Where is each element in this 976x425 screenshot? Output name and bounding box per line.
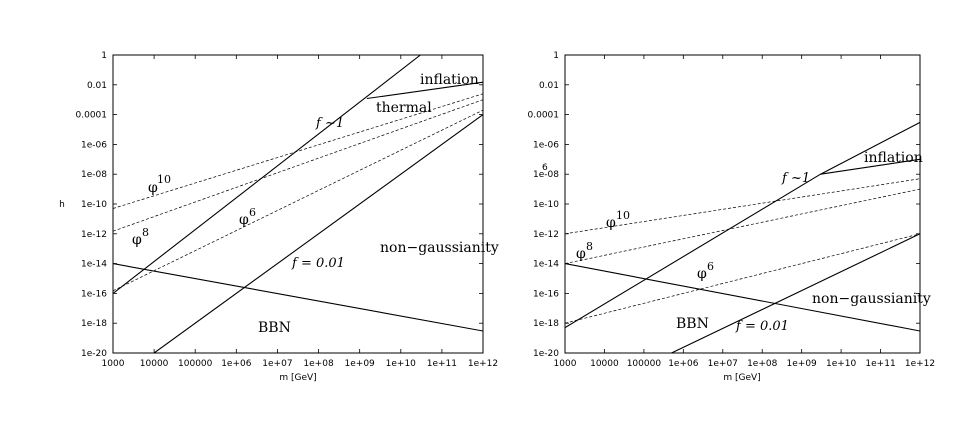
f-one-label: f ~1 — [781, 171, 810, 186]
y-tick-label: 1e-18 — [533, 319, 559, 329]
x-tick-label: 100000 — [178, 359, 213, 369]
y-tick-label: 1e-12 — [81, 230, 107, 240]
x-tick-label: 1e+06 — [221, 359, 252, 369]
x-axis-label: m [GeV] — [723, 373, 760, 383]
series-line-phi-8 — [565, 188, 920, 264]
phi6-label: φ — [239, 212, 249, 228]
x-tick-label: 1e+10 — [826, 359, 857, 369]
x-tick-label: 1e+10 — [386, 359, 417, 369]
x-tick-label: 1e+08 — [303, 359, 334, 369]
series-line-f-1 — [113, 55, 421, 294]
y-tick-label: 1e-20 — [81, 349, 107, 359]
y-tick-label: 1e-10 — [533, 200, 559, 210]
y-tick-label: 1e-16 — [81, 289, 107, 299]
y-tick-label: 1e-14 — [533, 260, 559, 270]
plot-frame — [564, 54, 921, 354]
y-tick-group: 1e-20 1e-18 1e-16 1e-14 1e-12 1e-10 1e-08 1e-06… — [76, 51, 483, 359]
f-001-label: f = 0.01 — [735, 319, 789, 334]
series-line-phi-6 — [113, 109, 483, 292]
left-chart-panel: 1000 10000 100000 1e+06 1e+07 1e+08 1e+09 1e+10… — [59, 51, 499, 383]
series-line-unnamed-2 — [113, 263, 483, 332]
x-axis-label: m [GeV] — [279, 373, 316, 383]
x-tick-label: 1e+12 — [905, 359, 935, 369]
series-line-unnamed-3 — [565, 263, 920, 332]
thermal-label: thermal — [376, 100, 432, 116]
phi10-label: φ — [148, 180, 158, 196]
series-line-inflation — [366, 81, 483, 100]
y-tick-label: 1 — [553, 51, 559, 61]
x-tick-label: 1e+09 — [787, 359, 818, 369]
y-tick-label: 0.01 — [539, 81, 559, 91]
phi6-label: φ — [697, 266, 707, 282]
y-tick-group: 1e-20 1e-18 1e-16 1e-14 1e-12 1e-10 1e-08 1e-06… — [528, 51, 920, 359]
series-group — [113, 55, 483, 353]
non-gaussianity-label: non−gaussianity — [812, 291, 931, 307]
phi10-exponent: 10 — [157, 173, 171, 186]
series-line-f-0-01 — [153, 114, 483, 353]
x-tick-label: 1e+12 — [468, 359, 498, 369]
series-line-phi-6 — [565, 233, 920, 324]
bbn-label: BBN — [676, 316, 709, 332]
y-tick-label: 1e-06 — [81, 140, 107, 150]
f-one-label: f ~1 — [315, 116, 344, 131]
non-gaussianity-label: non−gaussianity — [380, 240, 499, 256]
bbn-label: BBN — [258, 320, 291, 336]
x-tick-label: 10000 — [590, 359, 619, 369]
y-tick-label: 1e-08 — [81, 170, 107, 180]
y-tick-label: 0.0001 — [76, 111, 108, 121]
inflation-label: inflation — [864, 150, 923, 166]
y-axis-label: h — [59, 200, 65, 210]
y-tick-label: 1e-06 — [533, 140, 559, 150]
phi6-exponent: 6 — [249, 206, 256, 219]
phi10-exponent: 10 — [616, 209, 630, 222]
x-tick-label: 1000 — [102, 359, 125, 369]
inflation-label: inflation — [420, 72, 479, 88]
f-001-label: f = 0.01 — [291, 256, 345, 271]
phi6-exponent: 6 — [707, 260, 714, 273]
x-tick-group: 1000 10000 100000 1e+06 1e+07 1e+08 1e+09 1e+10… — [554, 55, 935, 369]
x-tick-label: 10000 — [140, 359, 169, 369]
y-tick-label: 1e-18 — [81, 319, 107, 329]
stray-six-label: 6 — [542, 163, 548, 173]
x-tick-label: 1000 — [554, 359, 577, 369]
y-tick-label: 1e-20 — [533, 349, 559, 359]
series-line-f-1 — [565, 173, 821, 329]
x-tick-label: 1e+11 — [865, 359, 895, 369]
phi8-label: φ — [576, 246, 586, 262]
y-tick-label: 1 — [101, 51, 107, 61]
phi10-label: φ — [606, 215, 616, 231]
y-tick-label: 0.01 — [87, 81, 107, 91]
series-group — [565, 121, 920, 353]
series-line-unnamed-2 — [820, 121, 920, 175]
x-tick-label: 1e+06 — [668, 359, 699, 369]
x-tick-group: 1000 10000 100000 1e+06 1e+07 1e+08 1e+09 1e+10… — [102, 55, 498, 369]
series-line-phi-10 — [565, 178, 920, 235]
series-line-f-0-01 — [671, 233, 920, 353]
phi8-label: φ — [132, 232, 142, 248]
x-tick-label: 1e+07 — [262, 359, 292, 369]
phi8-exponent: 8 — [586, 240, 593, 253]
y-tick-label: 1e-10 — [81, 200, 107, 210]
series-line-inflation — [820, 158, 920, 175]
y-tick-label: 1e-08 — [533, 170, 559, 180]
x-tick-label: 1e+11 — [427, 359, 457, 369]
phi8-exponent: 8 — [142, 226, 149, 239]
y-tick-label: 1e-16 — [533, 289, 559, 299]
series-line-phi-8 — [113, 99, 483, 232]
y-tick-label: 1e-12 — [533, 230, 559, 240]
x-tick-label: 100000 — [627, 359, 662, 369]
right-chart-panel: 1000 10000 100000 1e+06 1e+07 1e+08 1e+09 1e+10… — [528, 51, 936, 383]
series-line-phi-10 — [113, 93, 483, 209]
y-tick-label: 1e-14 — [81, 260, 107, 270]
y-tick-label: 0.0001 — [528, 111, 560, 121]
x-tick-label: 1e+08 — [747, 359, 778, 369]
x-tick-label: 1e+07 — [708, 359, 738, 369]
x-tick-label: 1e+09 — [345, 359, 376, 369]
